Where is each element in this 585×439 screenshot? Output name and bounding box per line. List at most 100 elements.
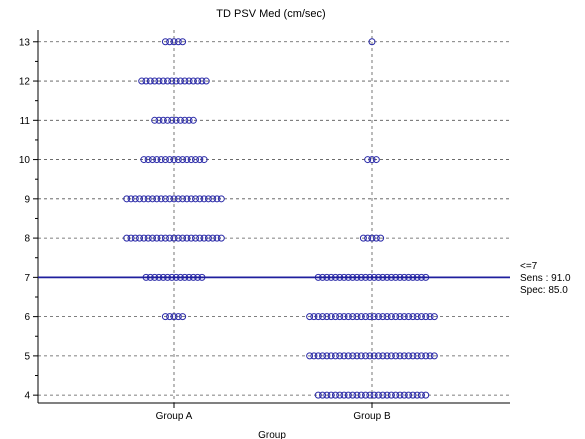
data-point — [364, 234, 372, 242]
data-point — [314, 352, 322, 360]
data-point — [127, 234, 135, 242]
data-point — [353, 352, 361, 360]
data-point — [153, 156, 161, 164]
data-point — [161, 38, 169, 46]
data-point — [379, 391, 387, 399]
data-point — [362, 313, 370, 321]
data-point — [359, 234, 367, 242]
data-point — [430, 313, 438, 321]
data-point — [319, 313, 327, 321]
data-point — [198, 77, 206, 85]
data-point — [183, 195, 191, 203]
data-point — [185, 77, 193, 85]
data-point — [336, 313, 344, 321]
data-point — [209, 195, 217, 203]
data-point — [323, 313, 331, 321]
data-point — [331, 391, 339, 399]
data-point — [370, 391, 378, 399]
data-point — [131, 234, 139, 242]
data-point — [368, 38, 376, 46]
data-point — [340, 352, 348, 360]
data-point — [426, 313, 434, 321]
data-point — [144, 156, 152, 164]
data-point — [189, 116, 197, 124]
data-point — [136, 234, 144, 242]
data-point — [396, 391, 404, 399]
x-axis-label: Group — [258, 430, 286, 439]
data-point — [314, 391, 322, 399]
data-point — [368, 156, 376, 164]
data-point — [161, 313, 169, 321]
data-point — [379, 352, 387, 360]
data-point — [174, 234, 182, 242]
data-point — [368, 234, 376, 242]
data-point — [344, 352, 352, 360]
data-point — [170, 313, 178, 321]
data-point — [364, 156, 372, 164]
data-point — [174, 195, 182, 203]
x-tick-label: Group B — [353, 411, 391, 422]
data-point — [383, 352, 391, 360]
data-point — [157, 156, 165, 164]
y-tick-label: 9 — [24, 194, 30, 205]
data-point — [196, 156, 204, 164]
data-point — [157, 234, 165, 242]
data-point — [164, 77, 172, 85]
data-point — [370, 352, 378, 360]
data-point — [383, 313, 391, 321]
y-tick-label: 12 — [19, 77, 31, 88]
y-tick-label: 10 — [19, 155, 31, 166]
data-point — [306, 352, 314, 360]
y-tick-label: 7 — [24, 273, 30, 284]
data-point — [323, 352, 331, 360]
data-point — [166, 156, 174, 164]
cutoff-label: <=7 — [520, 261, 538, 272]
data-point — [336, 391, 344, 399]
data-point — [196, 234, 204, 242]
data-point — [161, 234, 169, 242]
data-point — [413, 391, 421, 399]
data-point — [155, 116, 163, 124]
data-point — [392, 391, 400, 399]
data-point — [413, 313, 421, 321]
data-point — [170, 195, 178, 203]
data-point — [392, 313, 400, 321]
data-point — [377, 234, 385, 242]
data-point — [370, 313, 378, 321]
data-point — [151, 116, 159, 124]
y-axis-ticks: 4 5 6 7 8 9 10 11 12 13 — [19, 37, 38, 402]
data-point — [353, 391, 361, 399]
data-point — [426, 352, 434, 360]
chart-title: TD PSV Med (cm/sec) — [216, 8, 325, 20]
data-point — [170, 234, 178, 242]
data-point — [213, 195, 221, 203]
data-point — [379, 313, 387, 321]
data-point — [159, 77, 167, 85]
data-point — [413, 352, 421, 360]
data-point — [192, 234, 199, 242]
data-point — [168, 116, 176, 124]
data-point — [179, 38, 187, 46]
data-point — [185, 116, 193, 124]
cutoff-label: Spec: 85.0 — [520, 285, 568, 296]
data-point — [405, 313, 413, 321]
y-tick-label: 6 — [24, 312, 30, 323]
data-point — [146, 77, 154, 85]
data-point — [327, 352, 335, 360]
data-point — [396, 313, 404, 321]
x-tick-label: Group A — [156, 411, 193, 422]
data-point — [331, 352, 339, 360]
data-point — [131, 195, 139, 203]
y-tick-label: 13 — [19, 37, 31, 48]
data-point — [417, 391, 425, 399]
data-point — [366, 313, 374, 321]
data-point — [374, 391, 382, 399]
data-point — [405, 352, 413, 360]
data-point — [187, 234, 195, 242]
data-point — [417, 313, 425, 321]
data-point — [374, 352, 382, 360]
data-point — [189, 77, 197, 85]
data-point — [213, 234, 221, 242]
data-point — [422, 313, 430, 321]
